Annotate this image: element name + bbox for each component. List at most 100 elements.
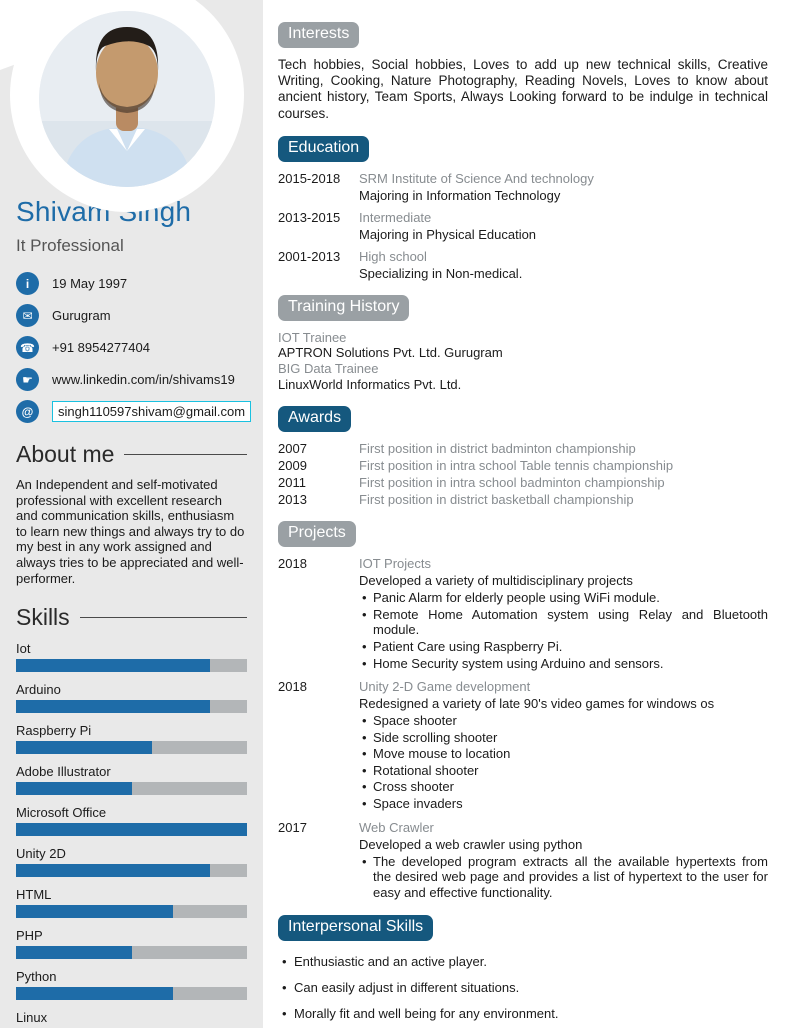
contact-birthdate: i 19 May 1997 bbox=[16, 272, 247, 295]
skill-bar bbox=[16, 905, 247, 919]
project-bullets: Panic Alarm for elderly people using WiF… bbox=[359, 590, 768, 671]
training-company: LinuxWorld Informatics Pvt. Ltd. bbox=[278, 376, 462, 392]
project-bullet: Panic Alarm for elderly people using WiF… bbox=[359, 590, 768, 606]
skill-bar bbox=[16, 946, 247, 960]
about-heading: About me bbox=[16, 441, 247, 468]
award-text: First position in district badminton cha… bbox=[359, 441, 636, 457]
project-year: 2018 bbox=[278, 679, 307, 695]
skill-row: Microsoft Office bbox=[16, 805, 247, 837]
project-bullet: Side scrolling shooter bbox=[359, 730, 714, 746]
award-year: 2009 bbox=[278, 458, 307, 474]
education-period: 2001-2013 bbox=[278, 248, 341, 264]
project-bullet: Move mouse to location bbox=[359, 746, 714, 762]
skill-row: HTML bbox=[16, 887, 247, 919]
interpersonal-list: Enthusiastic and an active player. Can e… bbox=[278, 954, 768, 1028]
project-bullet: The developed program extracts all the a… bbox=[359, 854, 768, 901]
training-role: BIG Data Trainee bbox=[278, 360, 379, 376]
email-value[interactable]: singh110597shivam@gmail.com bbox=[52, 401, 252, 422]
skill-label: HTML bbox=[16, 887, 52, 903]
training-role: IOT Trainee bbox=[278, 329, 347, 345]
section-projects: Projects 2018 IOT Projects Developed a v… bbox=[278, 521, 768, 901]
project-bullet: Rotational shooter bbox=[359, 763, 714, 779]
education-item: 2001-2013 High school Specializing in No… bbox=[278, 249, 768, 281]
interpersonal-item: Morally fit and well being for any envir… bbox=[278, 1006, 768, 1021]
award-text: First position in intra school Table ten… bbox=[359, 458, 674, 474]
skill-bar bbox=[16, 823, 247, 837]
skill-label: Linux bbox=[16, 1010, 48, 1026]
skill-bar bbox=[16, 782, 247, 796]
contact-phone: ☎ +91 8954277404 bbox=[16, 336, 247, 359]
location-value: Gurugram bbox=[52, 308, 111, 323]
training-company: APTRON Solutions Pvt. Ltd. Gurugram bbox=[278, 345, 503, 361]
project-item: 2017 Web Crawler Developed a web crawler… bbox=[278, 820, 768, 902]
award-year: 2013 bbox=[278, 492, 307, 508]
section-education: Education 2015-2018 SRM Institute of Sci… bbox=[278, 135, 768, 281]
skill-bar bbox=[16, 987, 247, 1001]
phone-value: +91 8954277404 bbox=[52, 340, 150, 355]
award-text: First position in district basketball ch… bbox=[359, 492, 634, 508]
skill-row: PHP bbox=[16, 928, 247, 960]
profile-photo bbox=[39, 11, 215, 187]
skill-label: Arduino bbox=[16, 682, 61, 698]
project-title: IOT Projects bbox=[359, 556, 432, 572]
skill-row: Linux bbox=[16, 1010, 247, 1028]
project-bullet: Cross shooter bbox=[359, 779, 714, 795]
at-icon: @ bbox=[16, 400, 39, 423]
contact-linkedin[interactable]: ☛ www.linkedin.com/in/shivams19 bbox=[16, 368, 247, 391]
sidebar: Shivam Singh It Professional i 19 May 19… bbox=[0, 0, 263, 1028]
contact-email[interactable]: @ singh110597shivam@gmail.com bbox=[16, 400, 252, 423]
main-content: Interests Tech hobbies, Social hobbies, … bbox=[263, 0, 794, 1028]
skill-row: Raspberry Pi bbox=[16, 723, 247, 755]
skill-label: Adobe Illustrator bbox=[16, 764, 111, 780]
skill-row: Iot bbox=[16, 641, 247, 673]
section-awards: Awards 2007 First position in district b… bbox=[278, 406, 768, 507]
project-bullets: The developed program extracts all the a… bbox=[359, 854, 768, 901]
education-detail: Majoring in Information Technology bbox=[359, 187, 561, 203]
skills-heading: Skills bbox=[16, 604, 247, 631]
linkedin-url[interactable]: www.linkedin.com/in/shivams19 bbox=[52, 372, 235, 387]
person-job-title: It Professional bbox=[16, 236, 124, 255]
projects-heading: Projects bbox=[278, 521, 356, 548]
skill-row: Unity 2D bbox=[16, 846, 247, 878]
birthdate-value: 19 May 1997 bbox=[52, 276, 128, 291]
project-year: 2018 bbox=[278, 556, 307, 572]
skill-label: Unity 2D bbox=[16, 846, 66, 862]
project-bullet: Space shooter bbox=[359, 713, 714, 729]
interpersonal-item: Enthusiastic and an active player. bbox=[278, 954, 768, 969]
interpersonal-item: Can easily adjust in different situation… bbox=[278, 980, 768, 995]
mail-icon: ✉ bbox=[16, 304, 39, 327]
education-item: 2013-2015 Intermediate Majoring in Physi… bbox=[278, 210, 768, 242]
skills-list: Iot Arduino Raspberry Pi Adobe Illustrat… bbox=[16, 641, 247, 1028]
education-detail: Majoring in Physical Education bbox=[359, 226, 537, 242]
skill-bar bbox=[16, 700, 247, 714]
award-item: 2009 First position in intra school Tabl… bbox=[278, 458, 768, 473]
award-item: 2007 First position in district badminto… bbox=[278, 441, 768, 456]
section-interpersonal: Interpersonal Skills Enthusiastic and an… bbox=[278, 915, 768, 1028]
avatar bbox=[39, 11, 215, 187]
award-year: 2007 bbox=[278, 441, 307, 457]
education-period: 2015-2018 bbox=[278, 170, 341, 186]
award-item: 2011 First position in intra school badm… bbox=[278, 475, 768, 490]
project-bullet: Home Security system using Arduino and s… bbox=[359, 656, 768, 672]
education-detail: Specializing in Non-medical. bbox=[359, 265, 523, 281]
project-title: Web Crawler bbox=[359, 819, 434, 835]
awards-heading: Awards bbox=[278, 406, 352, 433]
skill-label: Microsoft Office bbox=[16, 805, 107, 821]
project-description: Redesigned a variety of late 90's video … bbox=[359, 696, 715, 712]
interpersonal-heading: Interpersonal Skills bbox=[278, 915, 434, 942]
about-text: An Independent and self-motivated profes… bbox=[16, 477, 245, 586]
interests-heading: Interests bbox=[278, 22, 360, 48]
info-icon: i bbox=[16, 272, 39, 295]
contact-location: ✉ Gurugram bbox=[16, 304, 247, 327]
section-interests: Interests Tech hobbies, Social hobbies, … bbox=[278, 22, 768, 122]
skill-bar bbox=[16, 659, 247, 673]
section-training: Training History IOT Trainee APTRON Solu… bbox=[278, 294, 768, 392]
skill-label: PHP bbox=[16, 928, 43, 944]
skill-label: Python bbox=[16, 969, 57, 985]
project-year: 2017 bbox=[278, 819, 307, 835]
education-title: High school bbox=[359, 248, 427, 264]
education-title: SRM Institute of Science And technology bbox=[359, 170, 594, 186]
project-item: 2018 IOT Projects Developed a variety of… bbox=[278, 556, 768, 672]
project-bullet: Space invaders bbox=[359, 796, 714, 812]
project-item: 2018 Unity 2-D Game development Redesign… bbox=[278, 679, 768, 813]
